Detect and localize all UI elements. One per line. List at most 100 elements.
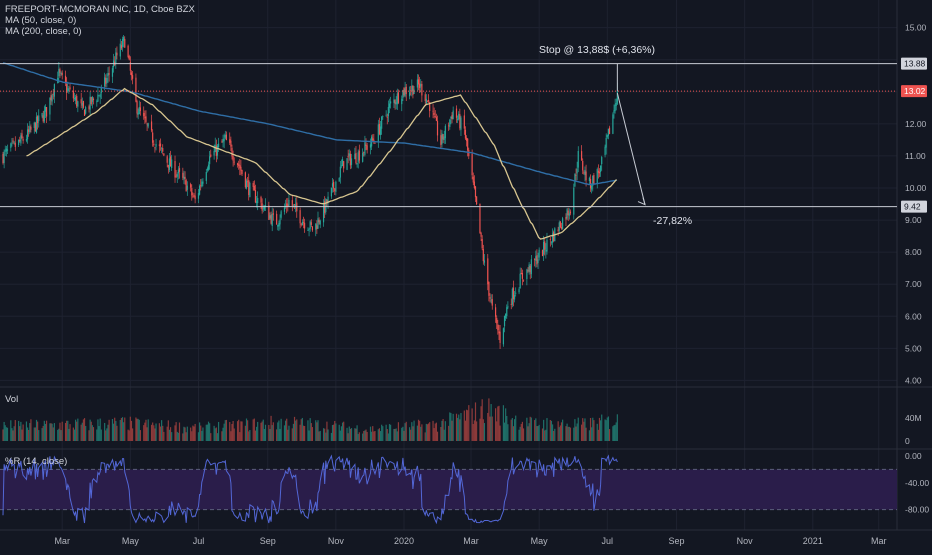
candle-body <box>471 153 473 176</box>
price-tick-label: 10.00 <box>905 183 927 193</box>
wr-tick-label: -80.00 <box>905 505 929 515</box>
volume-bar <box>288 425 290 441</box>
candle-body <box>37 116 39 124</box>
volume-bar <box>159 426 162 441</box>
volume-bar <box>543 419 545 441</box>
candle-body <box>42 115 44 122</box>
volume-bar <box>435 422 437 441</box>
ma50-legend[interactable]: MA (50, close, 0) <box>5 15 77 26</box>
volume-bar <box>354 428 356 441</box>
volume-bar <box>169 427 172 441</box>
volume-bar <box>589 417 592 441</box>
candle-body <box>372 138 374 141</box>
volume-bars <box>2 398 618 441</box>
candle-body <box>35 116 38 133</box>
candle-body <box>614 104 616 112</box>
candle-body <box>166 156 168 163</box>
candle-body <box>427 99 430 102</box>
candle-body <box>613 110 615 113</box>
volume-bar <box>198 422 201 441</box>
candle-body <box>301 221 303 226</box>
volume-bar <box>20 421 22 441</box>
candle-body <box>216 145 219 156</box>
volume-bar <box>252 419 254 441</box>
ma200-legend[interactable]: MA (200, close, 0) <box>5 26 82 37</box>
candle-body <box>347 155 349 158</box>
candle-body <box>518 288 520 293</box>
candle-body <box>52 93 54 95</box>
volume-bar <box>569 427 572 441</box>
volume-bar <box>128 430 130 441</box>
candle-body <box>608 127 611 134</box>
volume-bar <box>222 427 224 441</box>
candle-body <box>163 153 165 156</box>
volume-bar <box>271 425 273 441</box>
candle-body <box>268 205 270 220</box>
volume-bar <box>224 420 226 441</box>
candle-body <box>100 87 102 93</box>
candle-body <box>412 85 414 95</box>
candle-body <box>393 99 395 103</box>
candle-body <box>174 161 176 178</box>
volume-bar <box>467 410 469 441</box>
candle-body <box>330 187 332 197</box>
volume-bar <box>606 417 608 441</box>
candle-body <box>355 152 357 164</box>
candle-body <box>394 100 396 104</box>
candle-body <box>331 183 334 187</box>
volume-bar <box>339 430 341 441</box>
volume-bar <box>433 428 435 441</box>
candle-body <box>315 223 317 230</box>
volume-bar <box>497 406 499 441</box>
candle-body <box>202 181 204 184</box>
volume-bar <box>77 418 79 441</box>
volume-bar <box>319 430 321 441</box>
candle-body <box>222 139 224 143</box>
candle-body <box>575 174 577 176</box>
volume-bar <box>135 417 137 441</box>
volume-bar <box>255 426 258 441</box>
volume-bar <box>480 406 482 441</box>
volume-bar <box>116 425 118 441</box>
candle-body <box>283 207 286 212</box>
volume-bar <box>565 426 567 441</box>
drawings[interactable]: Stop @ 13,88$ (+6,36%) -27,82% <box>0 44 897 227</box>
volume-bar <box>296 419 298 441</box>
volume-bar <box>429 422 431 441</box>
candle-body <box>292 204 295 206</box>
candle-body <box>12 140 14 142</box>
volume-bar <box>51 423 53 441</box>
time-tick-label: May <box>122 536 140 546</box>
candle-body <box>38 115 40 122</box>
volume-bar <box>546 418 548 441</box>
volume-bar <box>137 418 139 441</box>
volume-bar <box>129 416 131 441</box>
volume-bar <box>479 418 481 441</box>
candle-body <box>308 229 310 230</box>
candle-body <box>599 165 602 172</box>
candle-body <box>311 226 314 231</box>
candle-body <box>60 73 62 74</box>
volume-bar <box>382 426 384 441</box>
volume-bar <box>557 421 559 441</box>
candle-body <box>529 266 531 273</box>
volume-bar <box>10 420 12 441</box>
volume-bar <box>11 428 13 441</box>
volume-bar <box>185 432 187 441</box>
volume-bar <box>303 425 306 441</box>
volume-bar <box>45 420 48 441</box>
candle-body <box>192 195 194 197</box>
time-tick-label: Nov <box>737 536 754 546</box>
volume-bar <box>167 420 169 441</box>
candle-body <box>612 114 614 134</box>
volume-bar <box>395 428 397 441</box>
volume-bar <box>174 425 176 441</box>
volume-bar <box>184 427 186 441</box>
volume-bar <box>249 429 251 441</box>
volume-bar <box>97 419 99 441</box>
candle-body <box>598 171 601 174</box>
symbol-title[interactable]: FREEPORT-MCMORAN INC, 1D, Cboe BZX <box>5 4 195 15</box>
volume-bar <box>98 426 100 441</box>
